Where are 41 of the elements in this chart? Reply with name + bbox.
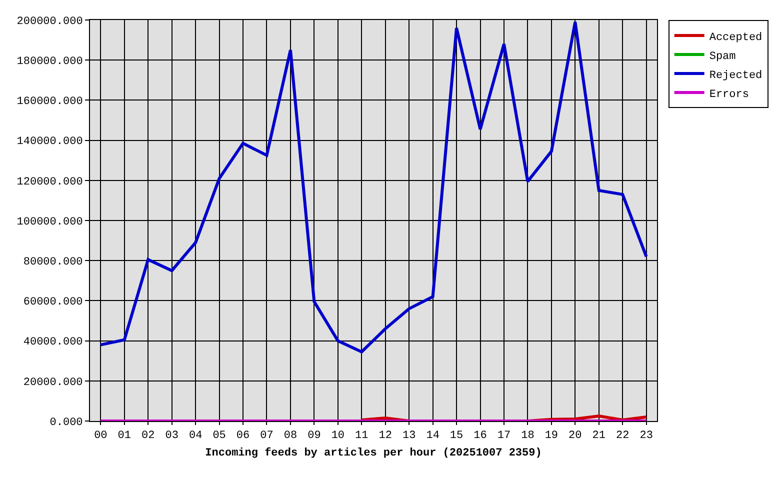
x-tick-label: 05 (212, 430, 226, 442)
x-tick-label: 12 (378, 430, 392, 442)
x-tick-label: 17 (497, 430, 511, 442)
x-tick-label: 02 (142, 430, 155, 442)
y-tick-label: 0.000 (50, 416, 83, 429)
x-tick-label: 01 (118, 430, 132, 442)
x-tick-label: 23 (640, 430, 653, 442)
y-tick-label: 180000.000 (16, 56, 83, 68)
legend-label: Rejected (709, 70, 762, 82)
y-tick-label: 60000.000 (23, 296, 83, 309)
x-tick-label: 07 (260, 430, 274, 442)
x-tick-label: 06 (236, 430, 250, 442)
y-tick-label: 200000.000 (16, 16, 83, 28)
x-tick-label: 10 (331, 430, 345, 442)
x-tick-label: 15 (450, 430, 464, 442)
y-tick-label: 140000.000 (16, 136, 83, 148)
x-tick-label: 22 (616, 430, 630, 442)
legend-label: Spam (709, 50, 736, 63)
x-tick-label: 16 (474, 430, 487, 442)
legend-label: Accepted (709, 32, 762, 44)
x-tick-label: 04 (188, 430, 203, 442)
x-tick-label: 21 (592, 430, 606, 442)
x-axis-title: Incoming feeds by articles per hour (20251007 2359) (205, 446, 542, 460)
y-tick-label: 80000.000 (23, 256, 83, 268)
y-tick-label: 20000.000 (23, 376, 83, 389)
x-tick-label: 18 (521, 430, 534, 442)
y-tick-label: 40000.000 (23, 336, 83, 349)
x-tick-label: 19 (544, 430, 558, 442)
x-tick-label: 11 (355, 430, 369, 442)
x-tick-label: 20 (568, 430, 582, 442)
legend-label: Errors (709, 88, 749, 101)
x-tick-label: 13 (402, 430, 416, 442)
y-tick-label: 160000.000 (16, 96, 83, 108)
x-tick-label: 08 (284, 430, 298, 442)
x-tick-label: 00 (94, 430, 108, 442)
x-tick-label: 09 (308, 430, 321, 442)
line-series (99, 20, 648, 354)
y-tick-label: 100000.000 (16, 216, 83, 228)
y-tick-label: 120000.000 (16, 176, 83, 188)
x-tick-label: 03 (165, 430, 178, 442)
x-tick-label: 14 (426, 430, 440, 442)
